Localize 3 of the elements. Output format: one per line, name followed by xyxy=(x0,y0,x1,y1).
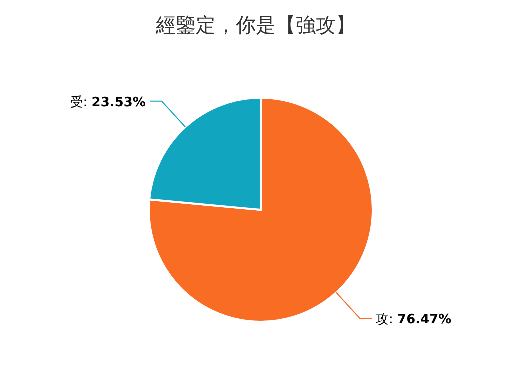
slice-label: 攻: 76.47% xyxy=(376,312,452,328)
slice-label: 受: 23.53% xyxy=(70,95,146,110)
chart-title: 經鑒定，你是【強攻】 xyxy=(155,13,356,37)
